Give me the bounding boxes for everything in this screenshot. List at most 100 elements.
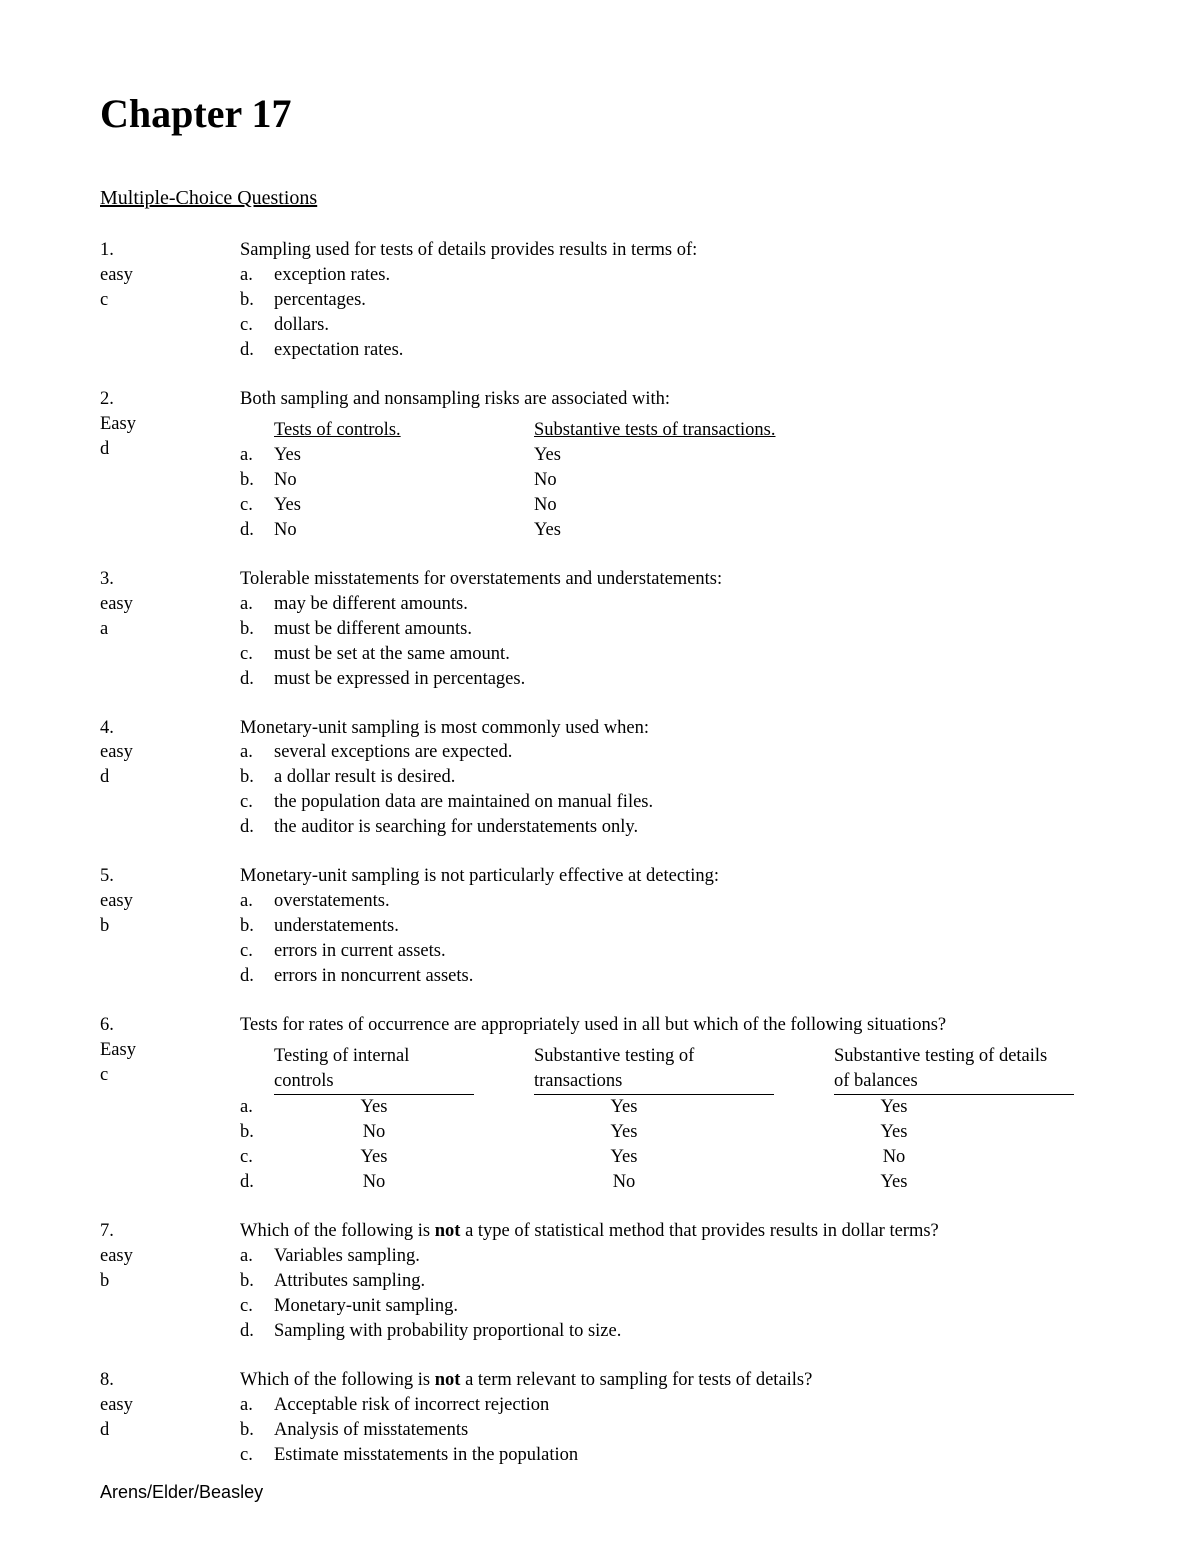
choice-text: understatements. xyxy=(274,914,1100,939)
question-answer-key: d xyxy=(100,437,240,462)
choice: b.Analysis of misstatements xyxy=(240,1418,1100,1443)
choice-letter: c. xyxy=(240,313,274,338)
table-header: Substantive testing of details of balanc… xyxy=(834,1044,1074,1095)
question: 8.easydWhich of the following is not a t… xyxy=(100,1368,1100,1468)
footer-authors: Arens/Elder/Beasley xyxy=(100,1482,263,1503)
question-answer-key: b xyxy=(100,1269,240,1294)
question-difficulty: easy xyxy=(100,263,240,288)
choice-text: errors in noncurrent assets. xyxy=(274,964,1100,989)
question-stem: Both sampling and nonsampling risks are … xyxy=(240,387,1100,412)
choice-letter: d. xyxy=(240,964,274,989)
question: 7.easybWhich of the following is not a t… xyxy=(100,1219,1100,1344)
question-answer-key: b xyxy=(100,914,240,939)
question-number: 8. xyxy=(100,1368,240,1393)
choice: c.must be set at the same amount. xyxy=(240,642,1100,667)
table-row: b.NoNo xyxy=(240,468,1100,493)
choice-text: the auditor is searching for understatem… xyxy=(274,815,1100,840)
choice: a.may be different amounts. xyxy=(240,592,1100,617)
choice-text: Analysis of misstatements xyxy=(274,1418,1100,1443)
choice-letter: b. xyxy=(240,914,274,939)
choice: c.errors in current assets. xyxy=(240,939,1100,964)
question-number: 5. xyxy=(100,864,240,889)
choice-letter: d. xyxy=(240,667,274,692)
choice-letter: b. xyxy=(240,765,274,790)
choice-text: Variables sampling. xyxy=(274,1244,1100,1269)
question-stem: Which of the following is not a term rel… xyxy=(240,1368,1100,1393)
choice-text: Estimate misstatements in the population xyxy=(274,1443,1100,1468)
questions-list: 1.easycSampling used for tests of detail… xyxy=(100,238,1100,1468)
page-title: Chapter 17 xyxy=(100,90,1100,137)
choice: a.Acceptable risk of incorrect rejection xyxy=(240,1393,1100,1418)
question-difficulty: easy xyxy=(100,592,240,617)
table-row: a.YesYes xyxy=(240,443,1100,468)
table-header: Substantive tests of transactions. xyxy=(534,418,1100,443)
question-difficulty: easy xyxy=(100,1244,240,1269)
question-number: 7. xyxy=(100,1219,240,1244)
choice-letter: d. xyxy=(240,815,274,840)
choice-letter: c. xyxy=(240,642,274,667)
choice: a.overstatements. xyxy=(240,889,1100,914)
choice-text: errors in current assets. xyxy=(274,939,1100,964)
choice-text: expectation rates. xyxy=(274,338,1100,363)
choice-text: Sampling with probability proportional t… xyxy=(274,1319,1100,1344)
question-number: 2. xyxy=(100,387,240,412)
choice-text: dollars. xyxy=(274,313,1100,338)
choice-text: overstatements. xyxy=(274,889,1100,914)
choice-letter: b. xyxy=(240,1418,274,1443)
question-difficulty: easy xyxy=(100,1393,240,1418)
choice-text: Acceptable risk of incorrect rejection xyxy=(274,1393,1100,1418)
choice-letter: a. xyxy=(240,592,274,617)
question-stem: Tolerable misstatements for overstatemen… xyxy=(240,567,1100,592)
question: 6.EasycTests for rates of occurrence are… xyxy=(100,1013,1100,1195)
choice-text: the population data are maintained on ma… xyxy=(274,790,1100,815)
question-stem: Which of the following is not a type of … xyxy=(240,1219,1100,1244)
choice: d.Sampling with probability proportional… xyxy=(240,1319,1100,1344)
choice-letter: d. xyxy=(240,338,274,363)
choice-letter: c. xyxy=(240,790,274,815)
choice-text: a dollar result is desired. xyxy=(274,765,1100,790)
question-number: 6. xyxy=(100,1013,240,1038)
choice-text: Attributes sampling. xyxy=(274,1269,1100,1294)
choice-letter: a. xyxy=(240,740,274,765)
choice-letter: a. xyxy=(240,889,274,914)
table-row: c.YesNo xyxy=(240,493,1100,518)
question-difficulty: Easy xyxy=(100,412,240,437)
choice-letter: a. xyxy=(240,263,274,288)
question-difficulty: Easy xyxy=(100,1038,240,1063)
choice: b.must be different amounts. xyxy=(240,617,1100,642)
question: 3.easyaTolerable misstatements for overs… xyxy=(100,567,1100,692)
choice-letter: c. xyxy=(240,1294,274,1319)
choice-text: several exceptions are expected. xyxy=(274,740,1100,765)
choice: d.errors in noncurrent assets. xyxy=(240,964,1100,989)
question-difficulty: easy xyxy=(100,740,240,765)
choice: c.dollars. xyxy=(240,313,1100,338)
choice: d.expectation rates. xyxy=(240,338,1100,363)
section-heading: Multiple-Choice Questions xyxy=(100,187,1100,210)
question-answer-key: d xyxy=(100,765,240,790)
question-number: 1. xyxy=(100,238,240,263)
question: 4.easydMonetary-unit sampling is most co… xyxy=(100,716,1100,841)
choice: b.understatements. xyxy=(240,914,1100,939)
question-number: 4. xyxy=(100,716,240,741)
table-row: d.NoYes xyxy=(240,518,1100,543)
choice-text: must be expressed in percentages. xyxy=(274,667,1100,692)
table-row: d.NoNoYes xyxy=(240,1170,1100,1195)
question-answer-key: c xyxy=(100,288,240,313)
choice: a.several exceptions are expected. xyxy=(240,740,1100,765)
table-row: b.NoYesYes xyxy=(240,1120,1100,1145)
choice: b.a dollar result is desired. xyxy=(240,765,1100,790)
choice-text: Monetary-unit sampling. xyxy=(274,1294,1100,1319)
choice-text: may be different amounts. xyxy=(274,592,1100,617)
question-stem: Tests for rates of occurrence are approp… xyxy=(240,1013,1100,1038)
choice-text: must be different amounts. xyxy=(274,617,1100,642)
choice-letter: a. xyxy=(240,1393,274,1418)
choice: c.Estimate misstatements in the populati… xyxy=(240,1443,1100,1468)
question-number: 3. xyxy=(100,567,240,592)
table-header: Testing of internal controls xyxy=(274,1044,474,1095)
choice-letter: c. xyxy=(240,939,274,964)
choice-text: percentages. xyxy=(274,288,1100,313)
choice-letter: b. xyxy=(240,617,274,642)
question: 1.easycSampling used for tests of detail… xyxy=(100,238,1100,363)
question-stem: Monetary-unit sampling is most commonly … xyxy=(240,716,1100,741)
choice-letter: d. xyxy=(240,1319,274,1344)
